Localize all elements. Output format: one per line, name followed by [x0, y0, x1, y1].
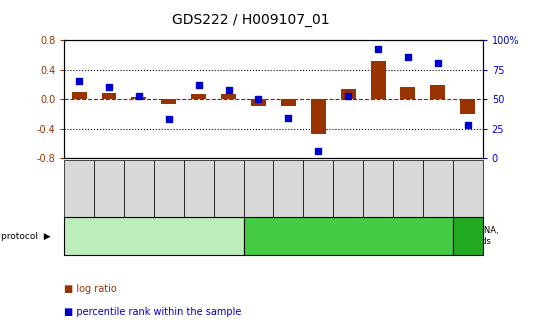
Text: GSM4848: GSM4848 — [76, 171, 82, 206]
Bar — [191, 94, 206, 99]
Bar — [311, 99, 326, 134]
Text: GSM4861: GSM4861 — [465, 171, 471, 206]
Text: protocol  ▶: protocol ▶ — [1, 232, 51, 241]
Text: GSM4850: GSM4850 — [136, 171, 142, 206]
Text: amplified RNA,
two rounds: amplified RNA, two rounds — [436, 226, 499, 246]
Text: GSM4856: GSM4856 — [315, 171, 321, 206]
Bar — [371, 61, 386, 99]
Text: GDS222 / H009107_01: GDS222 / H009107_01 — [172, 13, 330, 28]
Bar — [251, 99, 266, 106]
Bar — [460, 99, 475, 114]
Text: GSM4851: GSM4851 — [166, 171, 172, 206]
Bar — [102, 93, 117, 99]
Bar — [221, 94, 236, 99]
Bar — [71, 92, 86, 99]
Bar — [281, 99, 296, 106]
Bar — [430, 85, 445, 99]
Text: GSM4854: GSM4854 — [256, 171, 262, 206]
Text: GSM4857: GSM4857 — [345, 171, 351, 206]
Text: GSM4849: GSM4849 — [106, 171, 112, 206]
Text: amplified RNA, one round: amplified RNA, one round — [294, 232, 402, 241]
Text: GSM4860: GSM4860 — [435, 171, 441, 206]
Text: GSM4855: GSM4855 — [285, 171, 291, 206]
Bar — [161, 99, 176, 104]
Text: GSM4852: GSM4852 — [196, 171, 201, 206]
Bar — [341, 89, 355, 99]
Bar — [401, 87, 415, 99]
Text: GSM4858: GSM4858 — [375, 171, 381, 206]
Text: ■ log ratio: ■ log ratio — [64, 284, 117, 294]
Text: ■ percentile rank within the sample: ■ percentile rank within the sample — [64, 307, 242, 318]
Text: GSM4859: GSM4859 — [405, 171, 411, 206]
Text: GSM4853: GSM4853 — [225, 171, 232, 206]
Bar — [132, 97, 146, 99]
Text: unamplified cDNA: unamplified cDNA — [116, 232, 192, 241]
